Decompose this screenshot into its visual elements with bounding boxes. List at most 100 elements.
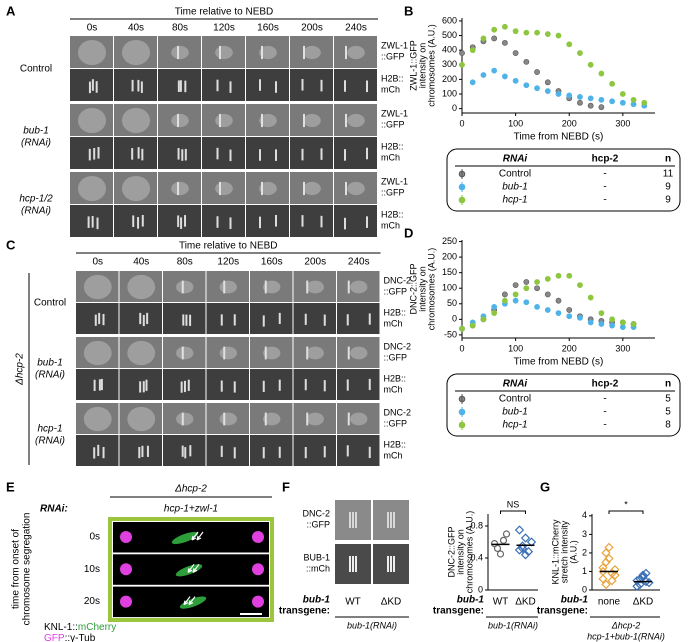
y-tick-label: 1 bbox=[582, 566, 587, 576]
legend-text: GFP bbox=[44, 633, 65, 642]
data-point bbox=[459, 61, 465, 68]
micrograph bbox=[337, 369, 380, 400]
signal bbox=[303, 45, 305, 60]
chromosome bbox=[344, 80, 346, 92]
channel-label: mCh bbox=[381, 84, 400, 94]
chromosome bbox=[189, 445, 192, 457]
data-point bbox=[520, 550, 531, 560]
data-point bbox=[609, 322, 616, 329]
signal bbox=[306, 346, 309, 360]
legend-label: - bbox=[603, 394, 606, 405]
data-point bbox=[512, 282, 519, 289]
signal bbox=[345, 181, 347, 196]
chromosome bbox=[346, 379, 349, 391]
chromosome bbox=[304, 379, 307, 391]
row-label: Control bbox=[20, 64, 52, 75]
data-point bbox=[512, 28, 519, 35]
chromosome bbox=[98, 312, 101, 325]
signal bbox=[171, 181, 189, 196]
data-point bbox=[598, 321, 605, 327]
x-tick-label: 300 bbox=[615, 343, 630, 353]
chromosome bbox=[141, 148, 144, 161]
data-point bbox=[598, 70, 605, 77]
group-label: bub-1(RNAi) bbox=[488, 620, 538, 630]
x-tick-label: ΔKD bbox=[633, 597, 654, 608]
signal bbox=[259, 181, 277, 196]
chromosome bbox=[233, 381, 236, 393]
signal bbox=[264, 346, 267, 360]
data-point bbox=[601, 579, 611, 590]
data-point bbox=[523, 58, 530, 65]
panel-label: B bbox=[404, 3, 413, 18]
channel-label: ::GFP bbox=[384, 286, 408, 296]
signal bbox=[83, 406, 112, 432]
channel-label: ::GFP bbox=[306, 519, 330, 529]
data-point bbox=[491, 26, 498, 33]
chromosome bbox=[275, 149, 277, 161]
legend-text: mCherry bbox=[78, 622, 116, 633]
data-point bbox=[566, 41, 573, 48]
chromosome bbox=[187, 379, 190, 391]
micrograph bbox=[334, 69, 377, 101]
time-label: 80s bbox=[172, 23, 188, 34]
chromosome bbox=[189, 314, 192, 326]
chromosome bbox=[142, 314, 145, 327]
chromosome bbox=[229, 217, 232, 229]
legend-header: RNAi bbox=[503, 379, 528, 390]
time-label: 120s bbox=[213, 23, 235, 34]
chromosome bbox=[278, 446, 281, 458]
y-axis-label: (A.U.) bbox=[568, 540, 578, 564]
chromosome bbox=[352, 512, 354, 528]
time-label: 20s bbox=[84, 596, 100, 607]
data-point bbox=[544, 291, 551, 298]
data-point bbox=[598, 96, 605, 103]
time-label: 80s bbox=[177, 257, 193, 268]
signal bbox=[219, 412, 237, 426]
signal bbox=[345, 45, 347, 60]
data-point bbox=[520, 533, 531, 543]
time-label: 240s bbox=[345, 23, 367, 34]
data-point bbox=[501, 23, 508, 30]
legend-label: - bbox=[603, 420, 606, 431]
chromosome bbox=[301, 148, 304, 161]
data-point bbox=[544, 31, 551, 37]
data-point bbox=[502, 530, 511, 538]
legend-label: - bbox=[603, 195, 606, 206]
y-axis-label: chromosomes (A.U.) bbox=[426, 248, 436, 331]
panel-label: D bbox=[404, 225, 413, 240]
chromosome bbox=[229, 149, 232, 162]
panel-title: Time relative to NEBD bbox=[179, 241, 278, 252]
signal bbox=[350, 412, 368, 426]
chromosome bbox=[349, 556, 351, 572]
panel-title: Time relative to NEBD bbox=[175, 7, 274, 18]
signal bbox=[127, 406, 156, 432]
time-label: 40s bbox=[133, 257, 149, 268]
x-tick-label: 200 bbox=[562, 118, 577, 128]
centrosome bbox=[252, 531, 264, 543]
chromosome bbox=[366, 80, 368, 93]
chromosome bbox=[185, 314, 188, 326]
legend-label: - bbox=[603, 407, 606, 418]
chromosome bbox=[140, 81, 143, 93]
signal bbox=[177, 113, 179, 128]
y-axis-label: chromosomes (A.U.) bbox=[464, 511, 474, 594]
chromosome bbox=[368, 313, 371, 325]
time-label: 160s bbox=[261, 257, 283, 268]
signal bbox=[306, 346, 324, 360]
chromosome bbox=[91, 216, 94, 228]
chromosome bbox=[184, 215, 187, 227]
micrograph bbox=[246, 69, 289, 101]
y-tick-label: 0 bbox=[452, 314, 457, 324]
micrograph bbox=[114, 205, 157, 237]
legend-box bbox=[446, 373, 681, 437]
annotation: * bbox=[624, 499, 628, 509]
time-label: 0s bbox=[92, 257, 103, 268]
legend-label: 5 bbox=[665, 407, 671, 418]
data-point bbox=[610, 564, 620, 575]
chromosome bbox=[216, 216, 219, 228]
legend-label: 9 bbox=[665, 195, 671, 206]
chromosome bbox=[181, 149, 184, 161]
data-point bbox=[534, 69, 540, 75]
micrograph bbox=[76, 369, 119, 400]
